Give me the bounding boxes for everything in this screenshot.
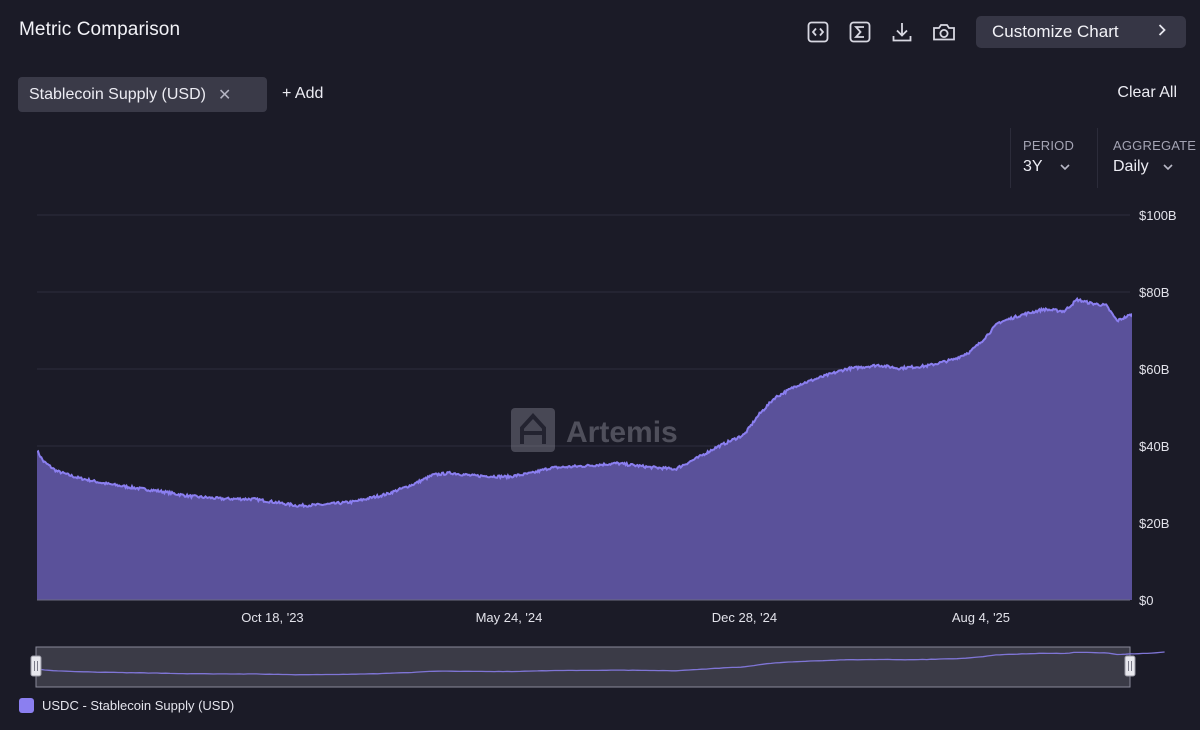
x-tick-label: Aug 4, '25 xyxy=(952,610,1010,625)
range-navigator xyxy=(35,646,1131,688)
metric-chip[interactable]: Stablecoin Supply (USD) ✕ xyxy=(18,77,267,112)
aggregate-value: Daily xyxy=(1113,158,1149,175)
period-value: 3Y xyxy=(1023,158,1043,175)
x-tick-label: May 24, '24 xyxy=(476,610,543,625)
legend-swatch xyxy=(19,698,34,713)
legend-label: USDC - Stablecoin Supply (USD) xyxy=(42,698,235,713)
close-icon[interactable]: ✕ xyxy=(217,86,232,104)
camera-icon[interactable] xyxy=(930,18,958,46)
watermark-text: Artemis xyxy=(566,416,678,449)
aggregate-select[interactable]: AGGREGATE Daily xyxy=(1101,128,1200,188)
plot-area xyxy=(37,296,1132,600)
artemis-logo xyxy=(511,408,555,452)
customize-chart-label: Customize Chart xyxy=(992,22,1119,41)
aggregate-label: AGGREGATE xyxy=(1113,138,1197,153)
y-tick-label: $40B xyxy=(1139,439,1169,454)
embed-code-icon[interactable] xyxy=(804,18,832,46)
navigator-series-line xyxy=(35,651,1165,676)
sigma-icon[interactable] xyxy=(846,18,874,46)
y-tick-label: $80B xyxy=(1139,285,1169,300)
download-icon[interactable] xyxy=(888,18,916,46)
metric-chip-label: Stablecoin Supply (USD) xyxy=(29,85,206,103)
chart-toolbar: Customize Chart xyxy=(804,16,1186,48)
x-tick-label: Dec 28, '24 xyxy=(712,610,777,625)
series-area xyxy=(37,298,1132,600)
y-tick-label: $60B xyxy=(1139,362,1169,377)
page-title: Metric Comparison xyxy=(19,19,181,40)
range-handle-right[interactable] xyxy=(1124,655,1136,677)
customize-chart-button[interactable]: Customize Chart xyxy=(976,16,1186,48)
clear-all-button[interactable]: Clear All xyxy=(1117,84,1177,101)
y-tick-label: $20B xyxy=(1139,516,1169,531)
range-handle-left[interactable] xyxy=(30,655,42,677)
series-line xyxy=(37,296,1132,509)
chart-legend: USDC - Stablecoin Supply (USD) xyxy=(19,698,234,713)
y-tick-label: $0 xyxy=(1139,593,1153,608)
chevron-down-icon xyxy=(1162,158,1174,176)
x-tick-label: Oct 18, '23 xyxy=(241,610,303,625)
period-label: PERIOD xyxy=(1023,138,1075,153)
chevron-down-icon xyxy=(1059,158,1071,176)
y-tick-label: $100B xyxy=(1139,208,1177,223)
add-metric-button[interactable]: + Add xyxy=(282,85,324,102)
chevron-right-icon xyxy=(1156,22,1168,42)
period-select[interactable]: PERIOD 3Y xyxy=(1010,128,1098,188)
